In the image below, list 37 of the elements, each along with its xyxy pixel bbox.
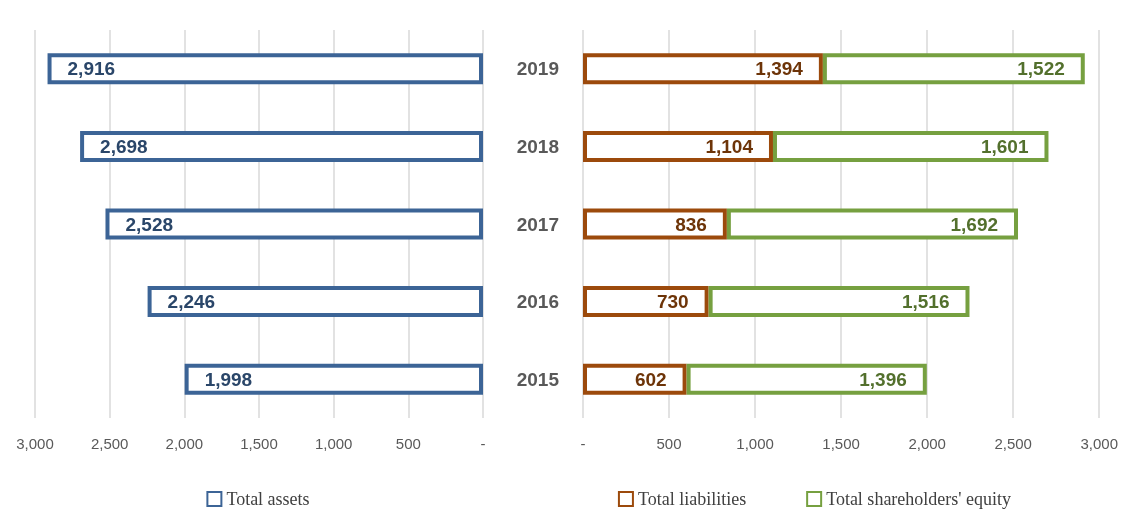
y-tick-label: 2018 [516,135,559,157]
x-tick-label: 2,500 [90,435,129,452]
data-label: 1,692 [950,213,999,235]
data-label: 602 [634,368,667,390]
x-tick-label: 2,000 [908,435,946,452]
data-label: 2,916 [67,58,116,80]
data-label: 2,698 [100,135,148,157]
data-label: 1,516 [901,291,950,313]
x-tick-label: 3,000 [16,435,54,452]
x-tick-label: 1,500 [240,435,278,452]
data-label: 1,396 [859,368,907,390]
data-label: 1,522 [1017,58,1065,80]
data-label: 1,601 [980,135,1029,157]
x-tick-label: 2,000 [165,435,204,452]
legend-label: Total liabilities [637,489,747,509]
x-tick-label: - [580,435,586,452]
y-tick-label: 2017 [516,213,559,235]
x-tick-label: 500 [395,435,421,452]
x-tick-label: 1,500 [822,435,860,452]
data-label: 1,394 [755,58,804,80]
data-label: 730 [656,291,689,313]
data-label: 2,246 [167,291,216,313]
x-tick-label: 2,500 [994,435,1032,452]
y-tick-label: 2019 [516,58,559,80]
legend-label: Total shareholders' equity [826,489,1012,509]
data-label: 1,998 [204,368,253,390]
y-tick-label: 2015 [516,368,560,390]
data-label: 836 [675,213,707,235]
x-tick-label: - [480,435,486,452]
x-tick-label: 500 [656,435,682,452]
y-tick-label: 2016 [516,291,559,313]
legend-label: Total assets [226,489,310,509]
x-tick-label: 1,000 [314,435,353,452]
data-label: 1,104 [705,135,754,157]
x-tick-label: 3,000 [1080,435,1119,452]
x-tick-label: 1,000 [736,435,774,452]
data-label: 2,528 [125,213,174,235]
